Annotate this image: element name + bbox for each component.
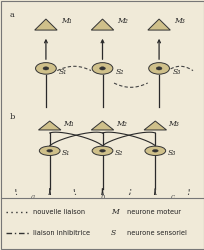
Text: M₃: M₃ (168, 120, 178, 128)
Circle shape (92, 62, 112, 74)
Circle shape (99, 67, 105, 70)
Polygon shape (38, 121, 61, 130)
Text: nouvelle liaison: nouvelle liaison (33, 209, 84, 215)
Polygon shape (143, 121, 166, 130)
Text: b: b (10, 112, 15, 120)
Text: M: M (110, 208, 118, 216)
Circle shape (92, 146, 112, 156)
Text: S₁: S₁ (62, 149, 70, 157)
Circle shape (47, 150, 52, 152)
Circle shape (148, 62, 169, 74)
Text: liaison inhibitrice: liaison inhibitrice (33, 230, 90, 236)
Text: M₃: M₃ (173, 17, 184, 25)
Text: S: S (110, 229, 115, 237)
Text: M₁: M₁ (63, 120, 73, 128)
Text: neurone sensoriel: neurone sensoriel (126, 230, 186, 236)
Circle shape (144, 146, 165, 156)
Text: c: c (170, 193, 173, 201)
Text: b: b (100, 193, 104, 201)
Circle shape (43, 67, 49, 70)
Circle shape (35, 62, 56, 74)
Text: M₂: M₂ (115, 120, 126, 128)
Text: S₂: S₂ (115, 68, 123, 76)
Circle shape (152, 150, 157, 152)
Polygon shape (91, 121, 113, 130)
Text: S₁: S₁ (59, 68, 67, 76)
Text: a: a (31, 193, 35, 201)
Text: M₂: M₂ (117, 17, 128, 25)
Text: S₃: S₃ (167, 149, 175, 157)
Text: a: a (10, 11, 15, 19)
Text: M₁: M₁ (61, 17, 71, 25)
Polygon shape (34, 19, 57, 30)
Polygon shape (91, 19, 113, 30)
Text: S₃: S₃ (171, 68, 180, 76)
Circle shape (39, 146, 60, 156)
Polygon shape (147, 19, 170, 30)
Text: neurone moteur: neurone moteur (126, 209, 180, 215)
Text: S₂: S₂ (114, 149, 122, 157)
Circle shape (155, 67, 161, 70)
Circle shape (99, 150, 105, 152)
